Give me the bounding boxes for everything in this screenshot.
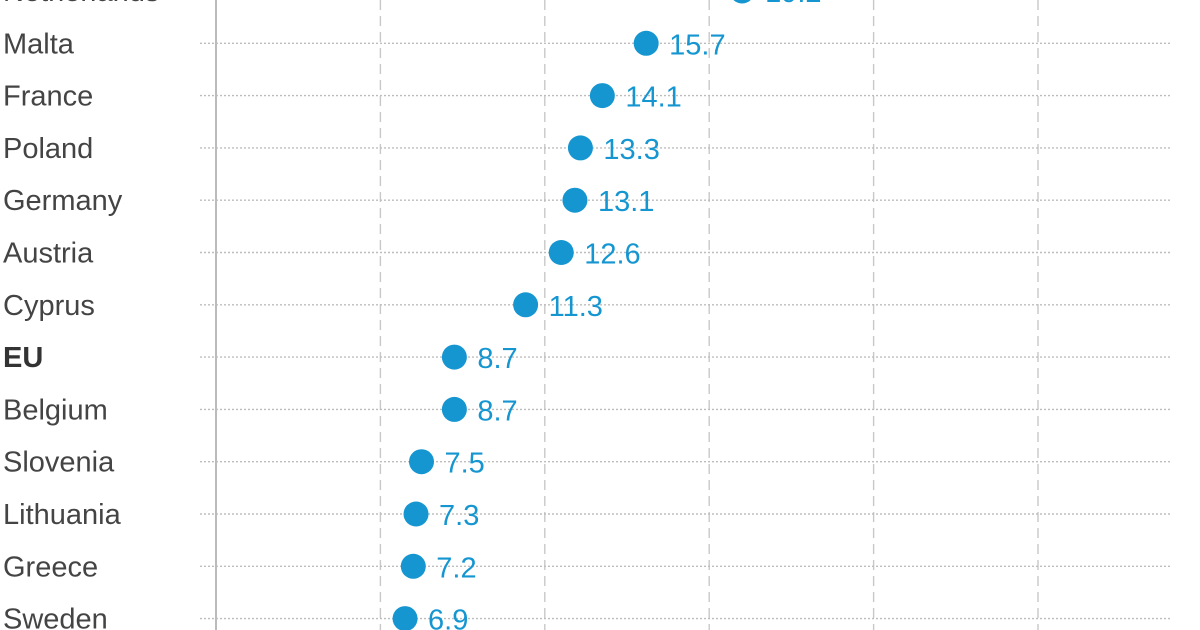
value-label: 8.7 [477,395,517,427]
data-point [567,135,593,161]
category-label: Slovenia [3,447,115,479]
category-label: Greece [3,551,98,583]
value-label: 19.2 [765,0,821,9]
data-point [392,606,418,630]
data-point [403,501,429,527]
value-label: 12.6 [584,239,640,271]
value-label: 15.7 [669,29,725,61]
category-label: EU [3,342,43,374]
category-label: Belgium [3,394,108,426]
value-label: 13.1 [598,186,654,218]
data-point [589,83,615,109]
data-point [562,187,588,213]
category-label: Austria [3,238,94,270]
data-point [441,396,467,422]
grid-layer [215,0,1039,630]
data-point [633,30,659,56]
value-label: 7.2 [436,552,476,584]
category-label: Poland [3,133,93,165]
value-label: 14.1 [625,82,681,114]
data-point [513,292,539,318]
data-point [409,449,434,475]
value-label: 11.3 [549,291,603,323]
value-labels: 19.2 15.7 14.1 13.3 13.1 12.6 11.3 8.7 8.7 7.5 7.3… [428,0,821,630]
data-point [400,553,426,579]
category-label: France [3,81,93,113]
category-label: Cyprus [3,290,95,322]
data-point [548,240,574,265]
category-labels: Netherlands Malta France Poland Germany Austr… [3,0,159,630]
value-label: 6.9 [428,605,468,630]
data-point [441,344,467,370]
value-label: 7.3 [439,500,479,532]
category-label: Germany [3,185,123,217]
category-label: Sweden [3,604,108,630]
category-label: Lithuania [3,499,122,531]
value-label: 8.7 [477,343,517,375]
data-points [392,0,751,630]
data-point [733,0,751,4]
value-label: 13.3 [603,134,659,166]
category-label: Malta [3,28,75,60]
category-label: Netherlands [3,0,159,8]
value-label: 7.5 [445,448,485,480]
rows-layer [200,42,1172,620]
